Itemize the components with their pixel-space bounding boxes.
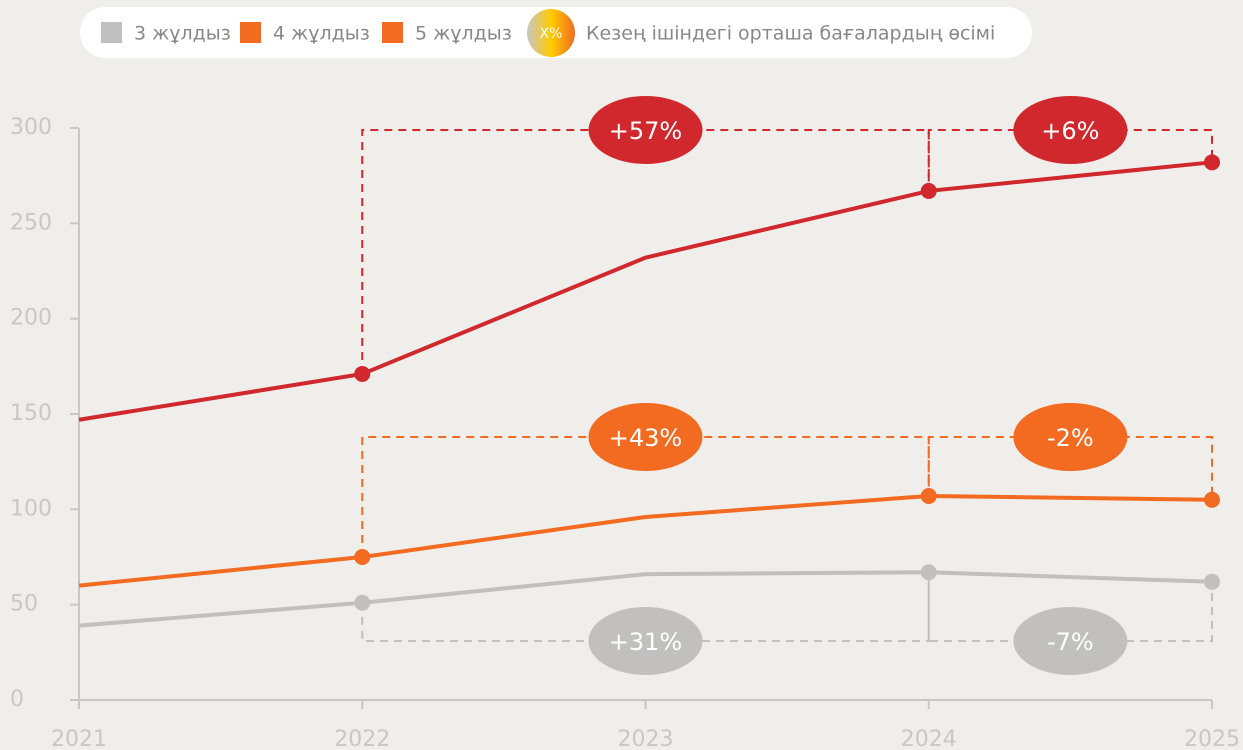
point bbox=[920, 182, 937, 199]
series-line bbox=[78, 160, 1213, 422]
legend-label: 5 жұлдыз bbox=[415, 23, 512, 45]
change-bubble bbox=[1013, 403, 1128, 471]
legend-note: Кезең ішіндегі орташа бағалардың өсімі bbox=[586, 23, 995, 45]
change-bubble bbox=[588, 403, 703, 471]
x-tick-label: 2021 bbox=[51, 727, 107, 750]
series-line bbox=[78, 493, 1213, 588]
legend-swatch bbox=[240, 22, 261, 43]
change-label: +43% bbox=[609, 424, 682, 452]
change-bubble bbox=[1013, 96, 1128, 164]
point bbox=[920, 487, 937, 504]
series-line bbox=[78, 570, 1213, 628]
point bbox=[354, 365, 371, 382]
x-tick-label: 2025 bbox=[1184, 727, 1240, 750]
legend-label: 4 жұлдыз bbox=[273, 23, 370, 45]
y-tick-label: 250 bbox=[10, 210, 52, 235]
y-tick-label: 100 bbox=[10, 496, 52, 521]
legend-swatch bbox=[101, 22, 122, 43]
change-label: -7% bbox=[1047, 628, 1094, 656]
x-tick-label: 2024 bbox=[901, 727, 957, 750]
legend-icon bbox=[527, 9, 575, 57]
change-label: -2% bbox=[1047, 424, 1094, 452]
legend-icon-label: X% bbox=[540, 26, 563, 42]
x-tick-label: 2022 bbox=[334, 727, 390, 750]
point bbox=[354, 594, 371, 611]
legend-label: 3 жұлдыз bbox=[134, 23, 231, 45]
point bbox=[354, 549, 371, 565]
point bbox=[920, 564, 937, 581]
change-bubble bbox=[588, 607, 703, 675]
legend-swatch bbox=[382, 22, 403, 43]
change-bracket bbox=[361, 572, 930, 642]
change-bubble bbox=[588, 96, 703, 164]
change-label: +31% bbox=[609, 628, 682, 656]
point bbox=[1204, 573, 1220, 590]
y-tick-label: 300 bbox=[10, 115, 52, 140]
x-tick-label: 2023 bbox=[618, 727, 674, 750]
y-tick-label: 0 bbox=[10, 687, 24, 712]
change-label: +6% bbox=[1041, 117, 1099, 145]
y-tick-label: 150 bbox=[10, 401, 52, 426]
y-tick-label: 50 bbox=[10, 592, 38, 617]
point bbox=[1204, 491, 1220, 508]
change-label: +57% bbox=[609, 117, 682, 145]
change-bubble bbox=[1013, 607, 1128, 675]
y-tick-label: 200 bbox=[10, 306, 52, 331]
point bbox=[1204, 154, 1220, 171]
